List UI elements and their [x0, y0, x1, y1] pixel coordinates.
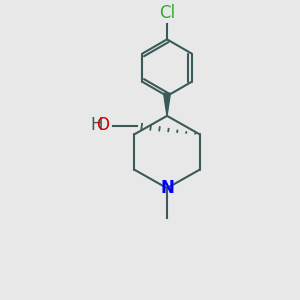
- Text: N: N: [160, 179, 174, 197]
- Text: O: O: [96, 116, 109, 134]
- Polygon shape: [164, 93, 170, 116]
- Text: H: H: [91, 116, 103, 134]
- Text: Cl: Cl: [159, 4, 175, 22]
